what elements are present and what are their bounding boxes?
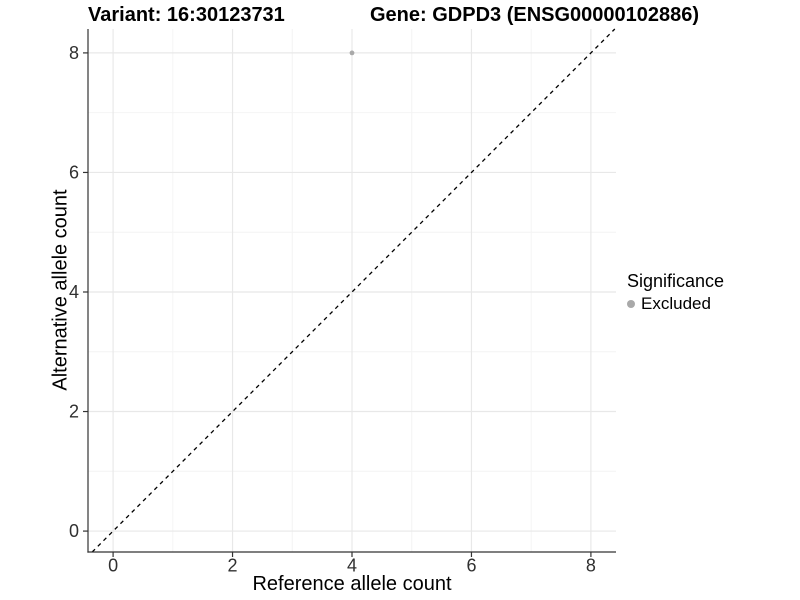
y-tick-label: 4 — [69, 282, 79, 302]
legend-point-icon — [627, 299, 635, 308]
y-tick-label: 2 — [69, 402, 79, 422]
y-tick-label: 0 — [69, 521, 79, 541]
legend-title: Significance — [627, 271, 725, 291]
x-tick-label: 0 — [108, 556, 118, 576]
x-axis-title: Reference allele count — [252, 573, 452, 595]
y-tick-label: 6 — [69, 162, 79, 182]
data-point — [349, 50, 355, 56]
x-tick-label: 6 — [466, 556, 476, 576]
x-tick-label: 4 — [347, 556, 357, 576]
legend-item: Excluded — [627, 294, 724, 313]
legend-item-label: Excluded — [641, 294, 711, 313]
y-tick-label: 8 — [69, 43, 79, 63]
y-axis-title: Alternative allele count — [49, 189, 72, 391]
x-tick-label: 8 — [586, 556, 596, 576]
legend: Significance Excluded — [627, 271, 724, 313]
x-tick-label: 2 — [228, 556, 238, 576]
plot-title-gene: Gene: GDPD3 (ENSG00000102886) — [370, 4, 700, 26]
plot-title-variant: Variant: 16:30123731 — [88, 4, 285, 26]
identity-line — [91, 28, 616, 553]
